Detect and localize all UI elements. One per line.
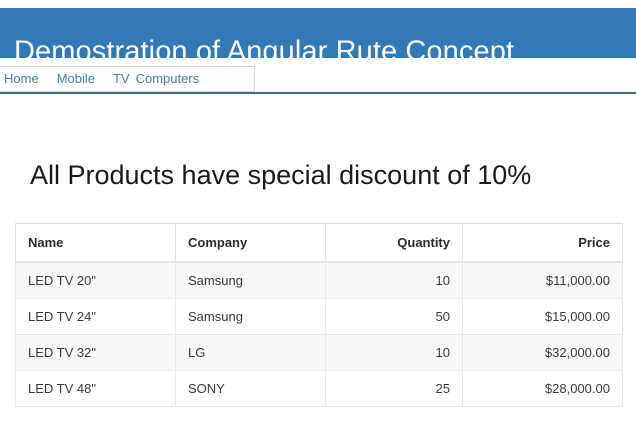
cell-price: $32,000.00	[462, 334, 623, 371]
primary-navigation: Home Mobile TV Computers	[0, 66, 255, 92]
cell-name: LED TV 24"	[15, 298, 176, 335]
nav-link-computers[interactable]: Computers	[135, 71, 200, 86]
cell-quantity: 50	[325, 298, 463, 335]
cell-company: Samsung	[175, 298, 326, 335]
column-header-price[interactable]: Price	[462, 223, 623, 263]
column-header-quantity[interactable]: Quantity	[325, 223, 463, 263]
cell-quantity: 10	[325, 334, 463, 371]
cell-quantity: 10	[325, 261, 463, 299]
cell-name: LED TV 20"	[15, 261, 176, 299]
nav-item-computers[interactable]: Computers	[133, 67, 209, 91]
cell-name: LED TV 48"	[15, 370, 176, 407]
cell-name: LED TV 32"	[15, 334, 176, 371]
nav-item-tv[interactable]: TV	[104, 67, 133, 91]
nav-link-tv[interactable]: TV	[112, 71, 130, 86]
table-row: LED TV 48" SONY 25 $28,000.00	[15, 370, 623, 407]
table-row: LED TV 20" Samsung 10 $11,000.00	[15, 261, 623, 299]
table-body: LED TV 20" Samsung 10 $11,000.00 LED TV …	[15, 261, 623, 407]
cell-company: Samsung	[175, 261, 326, 299]
page-header-title: Demostration of Angular Rute Concept	[14, 35, 515, 68]
cell-quantity: 25	[325, 370, 463, 407]
nav-link-home[interactable]: Home	[4, 71, 39, 86]
column-header-company[interactable]: Company	[175, 223, 326, 263]
cell-price: $28,000.00	[462, 370, 623, 407]
page-title: All Products have special discount of 10…	[30, 160, 532, 190]
products-table-container: Name Company Quantity Price LED TV 20" S…	[15, 223, 623, 407]
nav-item-home[interactable]: Home	[0, 67, 48, 91]
cell-company: SONY	[175, 370, 326, 407]
nav-link-mobile[interactable]: Mobile	[56, 71, 95, 86]
nav-item-mobile[interactable]: Mobile	[48, 67, 104, 91]
nav-separator-line	[0, 92, 636, 94]
page-header-banner: Demostration of Angular Rute Concept	[0, 8, 636, 66]
cell-price: $15,000.00	[462, 298, 623, 335]
products-table: Name Company Quantity Price LED TV 20" S…	[15, 223, 623, 407]
table-row: LED TV 24" Samsung 50 $15,000.00	[15, 298, 623, 335]
column-header-name[interactable]: Name	[15, 223, 176, 263]
cell-price: $11,000.00	[462, 261, 623, 299]
table-header-row: Name Company Quantity Price	[15, 223, 623, 263]
cell-company: LG	[175, 334, 326, 371]
table-header: Name Company Quantity Price	[15, 223, 623, 263]
table-row: LED TV 32" LG 10 $32,000.00	[15, 334, 623, 371]
nav-list: Home Mobile TV Computers	[0, 67, 254, 91]
